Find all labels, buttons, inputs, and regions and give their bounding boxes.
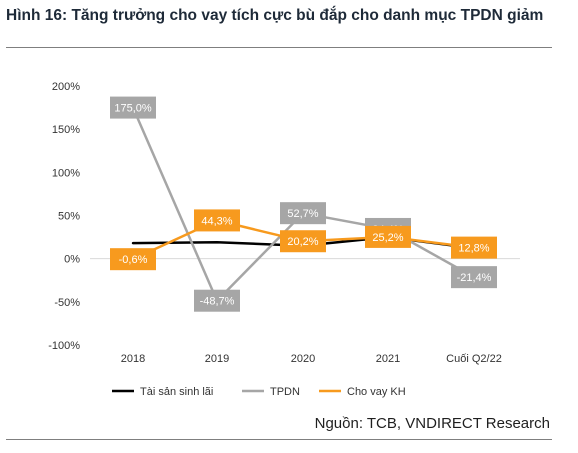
y-axis: -100% -50% 0% 50% 100% 150% 200%	[48, 81, 520, 352]
data-label-box	[365, 225, 411, 248]
x-tick-label: 2021	[376, 353, 400, 365]
legend-label: Cho vay KH	[347, 386, 406, 398]
data-label-text: 20,2%	[287, 236, 318, 248]
y-tick-label: -100%	[48, 340, 80, 352]
data-label: -21,4%	[451, 266, 497, 289]
data-label: 175,0%	[110, 96, 156, 119]
title-divider	[6, 47, 552, 48]
data-label: -0,6%	[110, 248, 156, 271]
data-label-box	[280, 230, 326, 253]
data-label-text: 12,8%	[458, 243, 489, 255]
y-tick-label: -50%	[54, 297, 80, 309]
data-label-text: 44,3%	[201, 215, 232, 227]
data-label-text: 52,7%	[287, 208, 318, 220]
legend-label: Tài sản sinh lãi	[140, 386, 213, 398]
data-label: 44,3%	[194, 209, 240, 232]
data-label-text: -48,7%	[200, 296, 235, 308]
data-label-box	[451, 266, 497, 289]
source-note: Nguồn: TCB, VNDIRECT Research	[314, 415, 550, 432]
legend-item: Cho vay KH	[319, 386, 406, 398]
bottom-divider	[6, 439, 552, 440]
data-label-box	[194, 209, 240, 232]
y-tick-label: 100%	[52, 167, 80, 179]
legend-item: TPDN	[242, 386, 300, 398]
x-tick-label: 2019	[205, 353, 229, 365]
legend-label: TPDN	[270, 386, 300, 398]
data-label: -48,7%	[194, 289, 240, 312]
legend: Tài sản sinh lãi TPDN Cho vay KH	[112, 386, 406, 398]
data-label-box	[451, 236, 497, 259]
x-tick-label: 2018	[121, 353, 145, 365]
y-tick-label: 0%	[64, 254, 80, 266]
data-label-box	[110, 96, 156, 119]
y-tick-label: 150%	[52, 124, 80, 136]
y-tick-label: 200%	[52, 81, 80, 93]
y-tick-label: 50%	[58, 211, 80, 223]
data-label-box	[280, 202, 326, 225]
data-label: 25,2%	[365, 225, 411, 248]
x-tick-label: Cuối Q2/22	[446, 353, 502, 365]
data-label-text: 25,2%	[372, 232, 403, 244]
legend-item: Tài sản sinh lãi	[112, 386, 213, 398]
data-label-text: -21,4%	[457, 272, 492, 284]
x-tick-label: 2020	[291, 353, 315, 365]
chart-title: Hình 16: Tăng trưởng cho vay tích cực bù…	[6, 7, 544, 24]
data-label: 20,2%	[280, 230, 326, 253]
data-label-box	[194, 289, 240, 312]
data-label-box	[110, 248, 156, 271]
data-label-text: 175,0%	[114, 103, 152, 115]
data-label-text: -0,6%	[119, 254, 148, 266]
x-axis: 2018 2019 2020 2021 Cuối Q2/22	[121, 353, 502, 365]
data-label: 52,7%	[280, 202, 326, 225]
data-labels: 175,0%-48,7%52,7%34,4%-21,4%-0,6%44,3%20…	[110, 96, 497, 312]
data-label: 12,8%	[451, 236, 497, 259]
